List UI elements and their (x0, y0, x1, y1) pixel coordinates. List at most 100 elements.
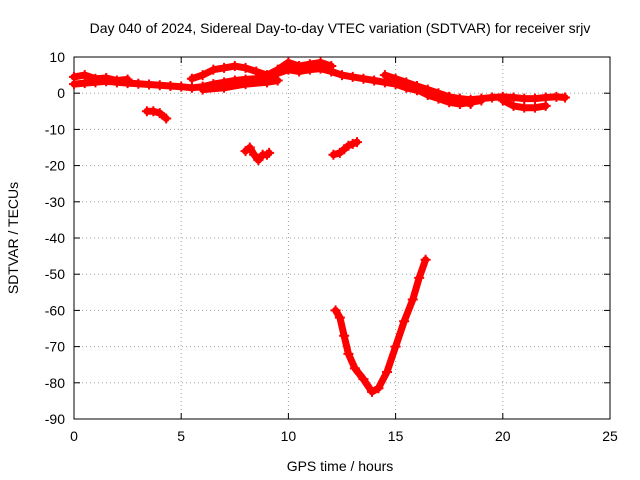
data-point (551, 91, 562, 102)
chart-title: Day 040 of 2024, Sidereal Day-to-day VTE… (90, 20, 591, 36)
data-point (186, 73, 197, 84)
x-tick-label: 15 (388, 428, 404, 444)
data-point (244, 142, 255, 153)
data-point (407, 294, 418, 305)
data-point (240, 79, 251, 90)
data-point (497, 95, 508, 106)
data-point (326, 61, 337, 72)
x-tick-label: 10 (281, 428, 297, 444)
data-point (264, 147, 275, 158)
data-point (101, 72, 112, 83)
data-point (294, 61, 305, 72)
data-point (352, 137, 363, 148)
data-point (283, 57, 294, 68)
data-point (176, 81, 187, 92)
data-point (390, 341, 401, 352)
y-tick-label: -60 (45, 302, 65, 318)
data-point (315, 57, 326, 68)
data-point (165, 80, 176, 91)
data-point (154, 80, 165, 91)
data-point (559, 92, 570, 103)
data-point (122, 74, 133, 85)
data-point (304, 59, 315, 70)
data-point (111, 75, 122, 86)
x-tick-label: 0 (70, 428, 78, 444)
data-point (272, 64, 283, 75)
x-tick-label: 20 (495, 428, 511, 444)
data-point (197, 70, 208, 81)
x-tick-label: 5 (177, 428, 185, 444)
data-point (144, 79, 155, 90)
y-tick-label: -30 (45, 194, 65, 210)
y-tick-label: -10 (45, 121, 65, 137)
data-point (349, 363, 360, 374)
data-point (414, 272, 425, 283)
x-axis-label: GPS time / hours (287, 458, 394, 474)
data-point (229, 61, 240, 72)
data-point (249, 149, 260, 160)
data-point (339, 330, 350, 341)
data-point (219, 82, 230, 93)
x-tick-label: 25 (602, 428, 618, 444)
data-point (390, 73, 401, 84)
data-point (401, 80, 412, 91)
data-segment (332, 256, 430, 396)
data-point (148, 106, 159, 117)
data-point (519, 93, 530, 104)
data-point (399, 316, 410, 327)
data-point (412, 84, 423, 95)
data-point (69, 71, 79, 82)
data-point (465, 97, 476, 108)
y-tick-label: 0 (57, 85, 65, 101)
data-point (487, 92, 498, 103)
data-point (343, 348, 354, 359)
data-point (154, 108, 165, 119)
data-point (337, 70, 347, 81)
data-point (358, 374, 369, 385)
y-tick-label: -80 (45, 375, 65, 391)
data-point (261, 77, 272, 88)
data-point (369, 75, 380, 86)
data-point (79, 70, 90, 81)
data-point (454, 99, 465, 110)
data-point (529, 93, 540, 104)
data-point (334, 312, 345, 323)
data-point (261, 149, 272, 160)
data-point (197, 84, 208, 95)
data-point (240, 62, 251, 73)
data-point (330, 305, 341, 316)
grid-lines (74, 57, 610, 419)
y-axis-label: SDTVAR / TECUs (5, 182, 21, 294)
data-point (373, 383, 384, 394)
data-point (476, 95, 487, 106)
data-point (328, 149, 339, 160)
y-tick-label: 10 (49, 49, 65, 65)
data-point (367, 386, 378, 397)
data-point (540, 100, 551, 111)
data-point (186, 82, 197, 93)
data-layer (69, 57, 570, 397)
data-point (422, 90, 433, 101)
y-tick-label: -90 (45, 411, 65, 427)
data-point (219, 62, 230, 73)
data-point (379, 70, 390, 81)
data-point (519, 102, 530, 113)
y-tick-label: -40 (45, 230, 65, 246)
y-tick-label: -70 (45, 339, 65, 355)
data-point (133, 78, 144, 89)
data-point (508, 100, 519, 111)
data-point (347, 71, 358, 82)
axis-ticks: 0 5 10 15 20 25 10 0 -10 -20 -30 -40 -50 -60 -70 -80 -90 (45, 49, 618, 444)
y-tick-label: -50 (45, 266, 65, 282)
data-point (251, 66, 262, 77)
data-point (253, 155, 264, 166)
data-point (382, 366, 393, 377)
data-point (444, 97, 455, 108)
data-point (433, 93, 444, 104)
data-point (208, 64, 219, 75)
data-point (420, 254, 431, 265)
data-point (272, 75, 283, 86)
data-point (90, 73, 101, 84)
data-point (529, 102, 540, 113)
